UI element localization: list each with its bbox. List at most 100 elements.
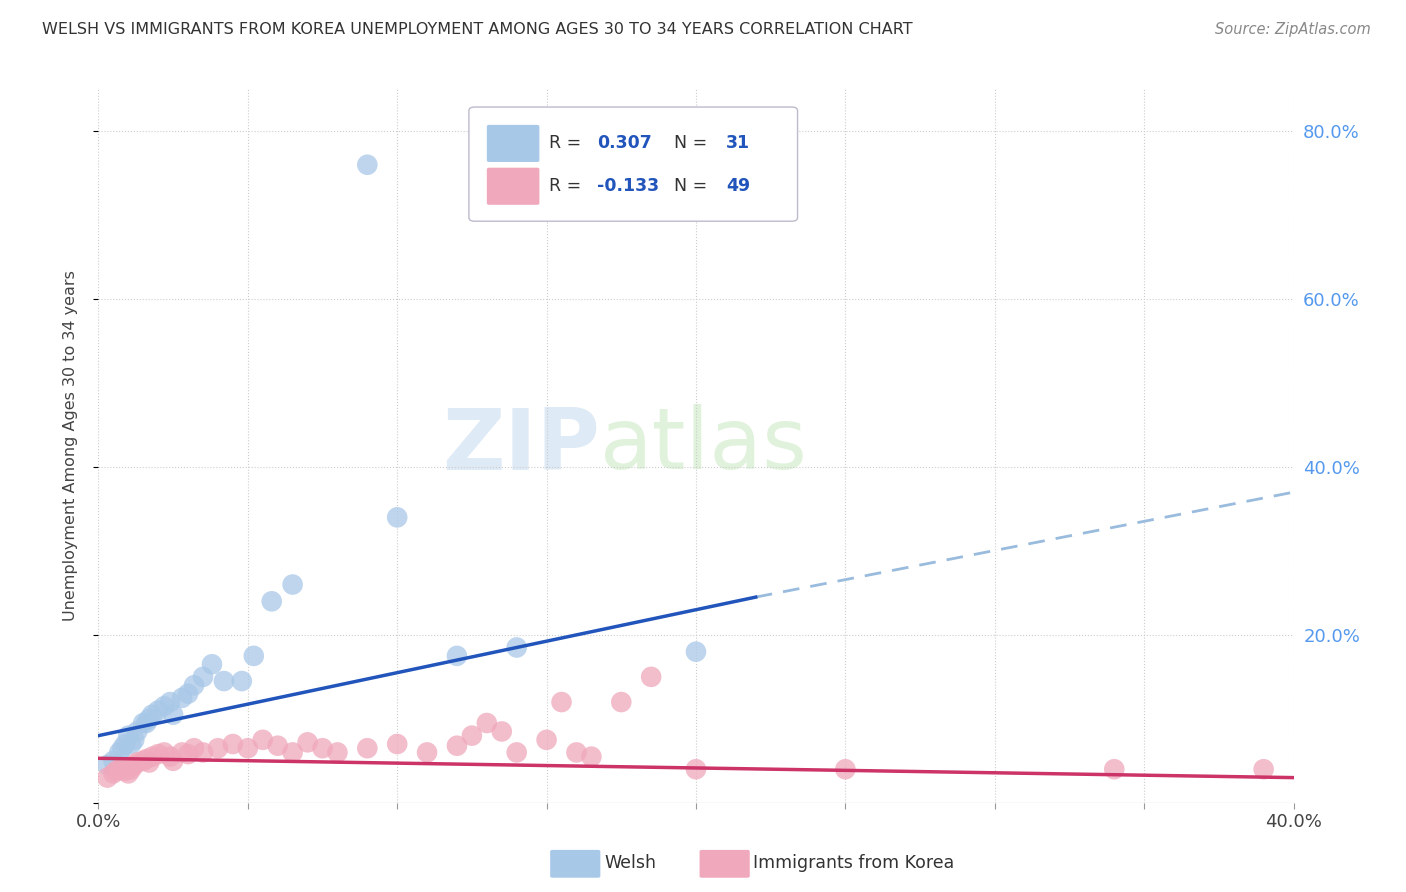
Point	[172, 746, 194, 760]
Point	[446, 739, 468, 753]
Text: R =: R =	[548, 135, 586, 153]
Point	[159, 695, 181, 709]
Point	[141, 707, 163, 722]
Point	[108, 762, 131, 776]
Point	[416, 746, 439, 760]
Point	[103, 754, 125, 768]
Point	[506, 640, 529, 655]
Text: ZIP: ZIP	[443, 404, 600, 488]
Point	[536, 732, 558, 747]
Point	[260, 594, 283, 608]
Text: R =: R =	[548, 178, 586, 195]
Point	[124, 732, 146, 747]
Point	[177, 687, 200, 701]
FancyBboxPatch shape	[700, 850, 749, 878]
Point	[153, 746, 176, 760]
Point	[385, 510, 409, 524]
Point	[103, 766, 125, 780]
Point	[138, 756, 160, 770]
Text: Source: ZipAtlas.com: Source: ZipAtlas.com	[1215, 22, 1371, 37]
Point	[222, 737, 245, 751]
Point	[685, 762, 707, 776]
Text: WELSH VS IMMIGRANTS FROM KOREA UNEMPLOYMENT AMONG AGES 30 TO 34 YEARS CORRELATIO: WELSH VS IMMIGRANTS FROM KOREA UNEMPLOYM…	[42, 22, 912, 37]
Point	[356, 741, 378, 756]
Point	[311, 741, 333, 756]
Point	[183, 741, 205, 756]
Point	[475, 716, 498, 731]
FancyBboxPatch shape	[486, 125, 540, 162]
Point	[506, 746, 529, 760]
Point	[135, 716, 157, 731]
Point	[640, 670, 662, 684]
Point	[148, 747, 170, 761]
Point	[177, 747, 200, 761]
Point	[162, 754, 184, 768]
Point	[114, 764, 136, 778]
Text: -0.133: -0.133	[596, 178, 659, 195]
Point	[326, 746, 349, 760]
Point	[685, 645, 707, 659]
Point	[132, 716, 155, 731]
Point	[117, 766, 139, 780]
Point	[183, 678, 205, 692]
Point	[105, 764, 128, 778]
Point	[127, 724, 149, 739]
Point	[135, 752, 157, 766]
Text: Immigrants from Korea: Immigrants from Korea	[754, 855, 955, 872]
Point	[610, 695, 633, 709]
Point	[281, 746, 304, 760]
Point	[191, 746, 214, 760]
Point	[111, 760, 134, 774]
Point	[1104, 762, 1126, 776]
Text: 49: 49	[725, 178, 749, 195]
Point	[96, 771, 118, 785]
Point	[108, 746, 131, 760]
Point	[385, 737, 409, 751]
Point	[243, 648, 266, 663]
Point	[356, 158, 378, 172]
Point	[141, 749, 163, 764]
Point	[207, 741, 229, 756]
Point	[461, 729, 484, 743]
Point	[111, 741, 134, 756]
Point	[550, 695, 572, 709]
Point	[267, 739, 290, 753]
Text: 31: 31	[725, 135, 749, 153]
Text: Welsh: Welsh	[605, 855, 657, 872]
Point	[120, 762, 142, 776]
Point	[491, 724, 513, 739]
Point	[581, 749, 603, 764]
Point	[236, 741, 259, 756]
Point	[162, 707, 184, 722]
Point	[159, 749, 181, 764]
Point	[191, 670, 214, 684]
Point	[132, 754, 155, 768]
Point	[127, 756, 149, 770]
Point	[1253, 762, 1275, 776]
Point	[148, 703, 170, 717]
Point	[114, 737, 136, 751]
Point	[201, 657, 224, 672]
FancyBboxPatch shape	[486, 168, 540, 205]
Point	[252, 732, 274, 747]
Point	[297, 735, 319, 749]
Point	[834, 762, 856, 776]
Point	[446, 648, 468, 663]
Point	[96, 758, 118, 772]
Point	[172, 690, 194, 705]
FancyBboxPatch shape	[550, 850, 600, 878]
Point	[153, 699, 176, 714]
Point	[117, 729, 139, 743]
Point	[281, 577, 304, 591]
Text: N =: N =	[675, 178, 713, 195]
Text: 0.307: 0.307	[596, 135, 651, 153]
Point	[231, 674, 253, 689]
Point	[124, 758, 146, 772]
Point	[138, 712, 160, 726]
Text: N =: N =	[675, 135, 713, 153]
FancyBboxPatch shape	[470, 107, 797, 221]
Y-axis label: Unemployment Among Ages 30 to 34 years: Unemployment Among Ages 30 to 34 years	[63, 270, 77, 622]
Point	[565, 746, 588, 760]
Point	[120, 737, 142, 751]
Text: atlas: atlas	[600, 404, 808, 488]
